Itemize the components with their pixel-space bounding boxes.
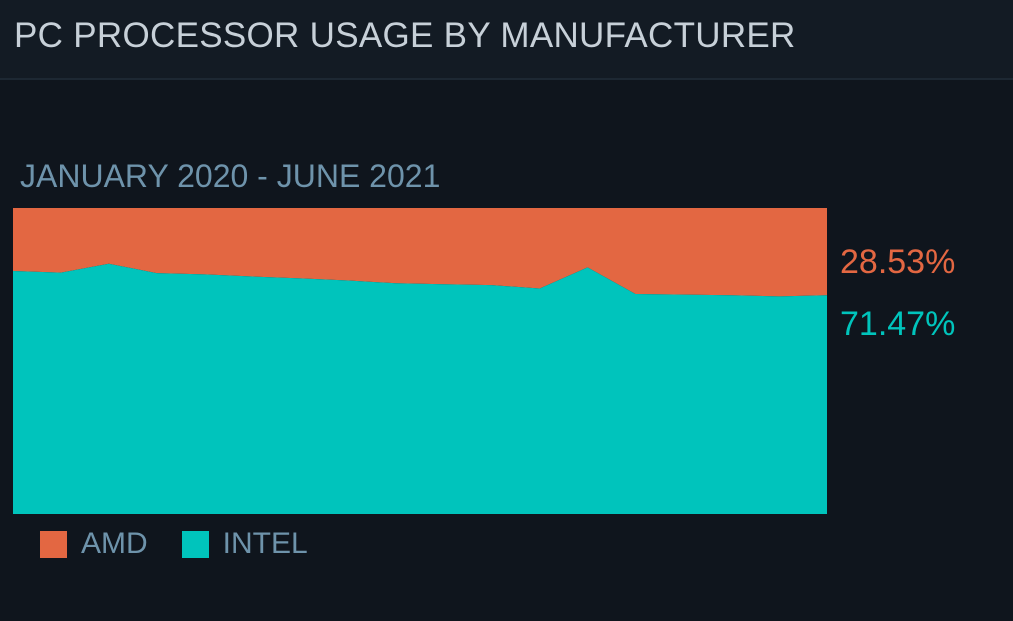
- series-area-amd: [13, 208, 827, 297]
- chart-legend: AMD INTEL: [40, 524, 342, 564]
- intel-end-label: 71.47%: [840, 305, 956, 344]
- chart-subtitle: JANUARY 2020 - JUNE 2021: [20, 158, 441, 194]
- area-chart: [13, 208, 827, 514]
- legend-label-amd: AMD: [81, 527, 148, 560]
- legend-item-amd[interactable]: AMD: [40, 527, 148, 561]
- legend-swatch-amd: [40, 530, 67, 558]
- series-area-intel: [13, 263, 827, 514]
- page-title: PC PROCESSOR USAGE BY MANUFACTURER: [14, 16, 796, 55]
- legend-swatch-intel: [181, 530, 209, 558]
- header-bar: PC PROCESSOR USAGE BY MANUFACTURER: [0, 0, 1013, 80]
- amd-end-label: 28.53%: [840, 243, 956, 282]
- legend-label-intel: INTEL: [222, 527, 308, 560]
- legend-item-intel[interactable]: INTEL: [181, 527, 308, 561]
